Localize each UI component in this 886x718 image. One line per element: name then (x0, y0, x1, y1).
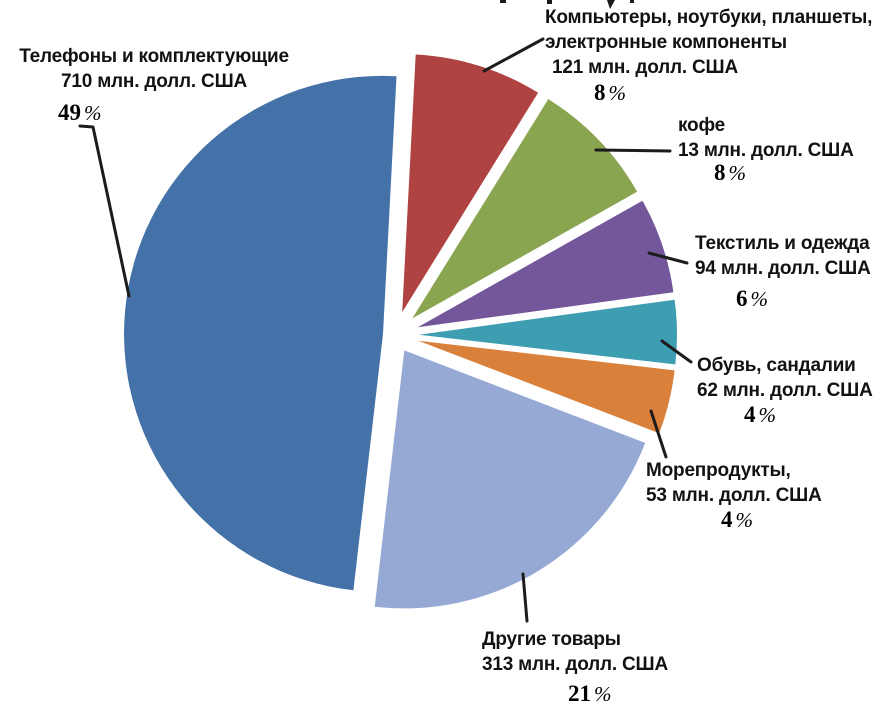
pie-slice-seafood (418, 340, 675, 434)
callout-computers: Компьютеры, ноутбуки, планшеты, электрон… (545, 5, 885, 80)
slice-name: кофе (678, 115, 726, 136)
slice-name: Компьютеры, ноутбуки, планшеты, (545, 7, 873, 28)
pie-slice-coffee (412, 99, 638, 319)
leader-line-coffee (594, 148, 672, 153)
leader-line-phones (78, 124, 131, 298)
slice-value: 62 млн. долл. США (697, 380, 873, 401)
percent-seafood: 4% (721, 507, 753, 532)
leader-line-seafood (649, 409, 668, 459)
slice-name: Обувь, сандалии (697, 355, 856, 376)
percent-phones: 49% (58, 100, 102, 125)
leader-line-other (521, 572, 529, 623)
cropped-text-artifact (500, 0, 634, 9)
callout-other: Другие товары 313 млн. долл. США (482, 627, 702, 677)
leader-line-shoes (660, 339, 693, 364)
leader-line-computers (482, 37, 545, 73)
slice-value: 710 млн. долл. США (61, 71, 247, 92)
callout-shoes: Обувь, сандалии 62 млн. долл. США (697, 353, 886, 403)
callout-textile: Текстиль и одежда 94 млн. долл. США (695, 231, 885, 281)
slice-name: Морепродукты, (646, 460, 791, 481)
pie-slice-phones (124, 75, 397, 591)
pie-slice-textile (417, 200, 674, 328)
pie-slice-shoes (419, 299, 678, 365)
slice-value: 121 млн. долл. США (552, 57, 738, 78)
slice-name: Другие товары (482, 629, 621, 650)
percent-textile: 6% (736, 286, 768, 311)
percent-computers: 8% (594, 80, 626, 105)
slice-value: 94 млн. долл. США (695, 258, 871, 279)
slice-value: 53 млн. долл. США (646, 485, 822, 506)
pie-slice-other (374, 350, 646, 609)
callout-coffee: кофе 13 млн. долл. США (678, 113, 883, 163)
leader-line-textile (647, 251, 689, 265)
percent-other: 21% (568, 681, 612, 706)
callout-seafood: Морепродукты, 53 млн. долл. США (646, 458, 846, 508)
percent-coffee: 8% (714, 160, 746, 185)
slice-name: электронные компоненты (545, 32, 787, 53)
slice-name: Текстиль и одежда (695, 233, 870, 254)
percent-shoes: 4% (744, 402, 776, 427)
slice-value: 313 млн. долл. США (482, 654, 668, 675)
slice-value: 13 млн. долл. США (678, 140, 854, 161)
pie-slice-computers (402, 54, 539, 313)
callout-phones: Телефоны и комплектующие 710 млн. долл. … (8, 44, 300, 94)
slice-name: Телефоны и комплектующие (19, 46, 289, 67)
